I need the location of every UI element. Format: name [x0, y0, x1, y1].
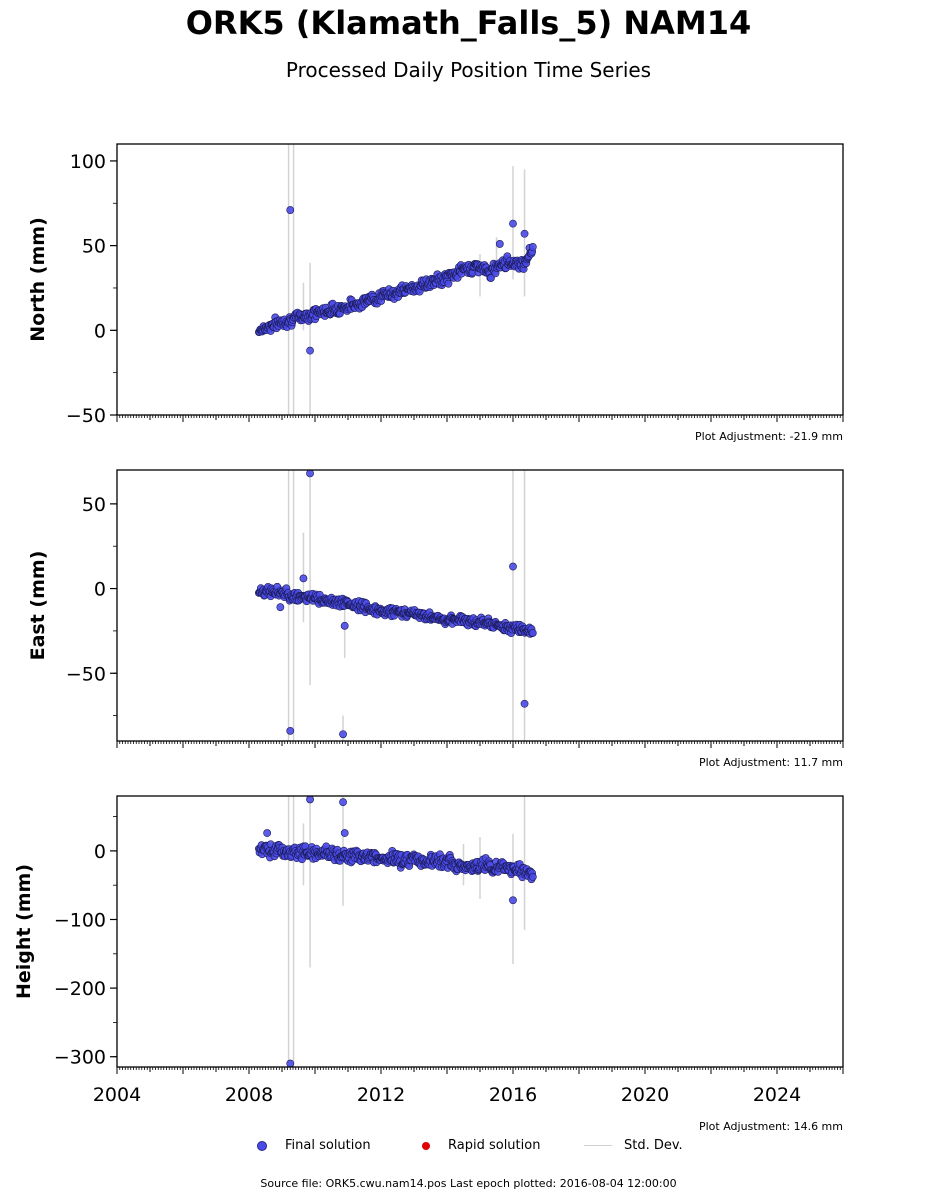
east-outlier-point: [286, 726, 295, 735]
east-y-tick-label: −50: [66, 663, 106, 685]
north-outlier-point: [306, 346, 314, 355]
x-tick-label: 2004: [93, 1084, 141, 1106]
east-axes-frame: [116, 469, 844, 742]
north-final-point: [528, 242, 537, 251]
east-outlier-point: [509, 562, 517, 571]
chart-subtitle: Processed Daily Position Time Series: [285, 58, 652, 82]
east-outlier-point: [306, 469, 314, 478]
east-plot-adjustment: Plot Adjustment: 11.7 mm: [698, 756, 843, 769]
height-outlier-point: [286, 1059, 295, 1068]
north-y-tick-label: −50: [66, 405, 106, 427]
north-plot-adjustment: Plot Adjustment: -21.9 mm: [695, 430, 843, 443]
height-outlier-point: [263, 829, 272, 837]
x-tick-label: 2020: [621, 1084, 669, 1106]
east-outlier-point: [339, 730, 347, 739]
north-y-tick-label: 50: [82, 236, 106, 258]
legend: Final solution Rapid solution Std. Dev.: [0, 1138, 937, 1158]
rapid-solution-marker-icon: [422, 1141, 430, 1150]
height-outlier-point: [340, 829, 349, 837]
north-outlier-point: [495, 240, 504, 248]
legend-final: Final solution: [257, 1138, 371, 1153]
height-outlier-point: [339, 798, 347, 807]
source-footer: Source file: ORK5.cwu.nam14.pos Last epo…: [260, 1177, 677, 1190]
x-tick-label: 2016: [489, 1084, 537, 1106]
east-y-tick-label: 50: [82, 494, 106, 516]
x-tick-label: 2008: [225, 1084, 273, 1106]
east-outlier-point: [520, 699, 529, 708]
north-panel: −50 0 50 100 North (mm): [27, 143, 844, 427]
north-final-point: [487, 274, 495, 282]
east-final-point: [528, 629, 537, 637]
std-dev-line-icon: [584, 1145, 612, 1146]
height-y-axis-label: Height (mm): [13, 864, 35, 999]
east-outlier-point: [276, 603, 285, 612]
north-outlier-point: [286, 206, 295, 214]
north-y-tick-label: 0: [94, 320, 106, 342]
east-panel: −50 0 50 East (mm): [27, 469, 844, 748]
height-y-tick-label: −300: [54, 1047, 106, 1069]
north-outlier-point: [520, 229, 529, 238]
legend-rapid-label: Rapid solution: [448, 1138, 541, 1153]
legend-std: Std. Dev.: [584, 1138, 683, 1153]
height-outlier-point: [509, 896, 517, 905]
height-y-tick-label: 0: [94, 841, 106, 863]
x-tick-label: 2024: [753, 1084, 801, 1106]
east-y-tick-label: 0: [94, 579, 106, 601]
height-final-point: [528, 873, 537, 881]
north-y-axis-label: North (mm): [27, 217, 49, 342]
north-outlier-point: [509, 219, 517, 228]
legend-std-label: Std. Dev.: [624, 1138, 683, 1153]
east-y-axis-label: East (mm): [27, 551, 49, 661]
height-axes-frame: [116, 795, 844, 1068]
north-y-tick-label: 100: [70, 151, 106, 173]
east-outlier-point: [299, 574, 308, 583]
height-plot-adjustment: Plot Adjustment: 14.6 mm: [698, 1120, 843, 1133]
east-outlier-point: [340, 621, 349, 630]
height-y-tick-label: −200: [54, 978, 106, 1000]
x-tick-label: 2012: [357, 1084, 405, 1106]
height-y-tick-label: −100: [54, 909, 106, 931]
legend-rapid: Rapid solution: [422, 1138, 540, 1153]
height-outlier-point: [306, 795, 314, 804]
legend-final-label: Final solution: [285, 1138, 371, 1153]
north-final-point: [444, 279, 453, 288]
chart-title: ORK5 (Klamath_Falls_5) NAM14: [185, 4, 752, 42]
final-solution-marker-icon: [257, 1140, 267, 1151]
height-panel: 2004 2008 2012 2016 2020 2024 −300 −200 −100 0 Hei…: [13, 795, 844, 1106]
